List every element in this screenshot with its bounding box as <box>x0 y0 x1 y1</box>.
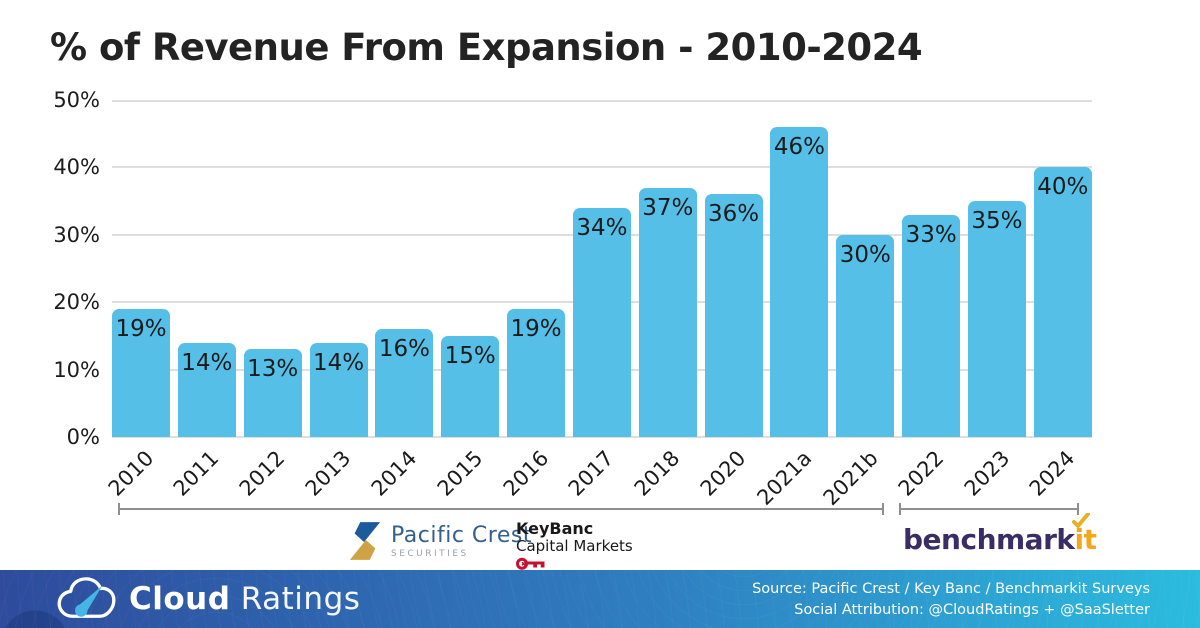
y-tick-label: 0% <box>66 425 100 449</box>
source-line: Source: Pacific Crest / Key Banc / Bench… <box>752 581 1150 597</box>
bar-value-label: 35% <box>971 208 1023 235</box>
x-tick-label: 2020 <box>695 446 751 501</box>
group-bracket-left <box>118 503 884 515</box>
attribution-line: Social Attribution: @CloudRatings + @Saa… <box>794 602 1150 618</box>
bar-value-label: 19% <box>510 315 562 342</box>
x-tick-label: 2010 <box>103 446 158 501</box>
bar-value-label: 15% <box>444 342 496 369</box>
bar-2021b: 30% 2021b <box>818 234 895 510</box>
bar-2010: 19% 2010 <box>103 308 170 501</box>
footer-banner: Cloud Ratings Source: Pacific Crest / Ke… <box>0 570 1200 628</box>
bar-value-label: 30% <box>839 241 891 268</box>
pacific-crest-icon <box>349 522 381 560</box>
x-tick-label: 2014 <box>366 446 422 501</box>
y-tick-label: 40% <box>53 155 100 180</box>
x-tick-label: 2015 <box>432 446 488 501</box>
x-tick-label: 2017 <box>564 446 619 501</box>
benchmarkit-suffix: it <box>1074 523 1097 556</box>
x-tick-label: 2024 <box>1025 446 1080 501</box>
bar-value-label: 14% <box>181 349 233 376</box>
bar-value-label: 37% <box>642 194 694 221</box>
footer-attribution: Source: Pacific Crest / Key Banc / Bench… <box>752 579 1150 621</box>
bar-value-label: 19% <box>115 315 167 342</box>
y-tick-label: 10% <box>53 357 100 382</box>
bar-2011: 14% 2011 <box>169 342 236 501</box>
bar-2018: 37% 2018 <box>630 187 697 501</box>
bar-2015: 15% 2015 <box>432 335 500 501</box>
brand-name-bold: Cloud <box>129 581 231 617</box>
y-axis-labels: 50% 40% 30% 20% 10% 0% <box>28 88 100 449</box>
keybanc-key-icon <box>516 557 545 570</box>
x-tick-label: 2011 <box>169 446 224 501</box>
bar-2016: 19% 2016 <box>498 308 566 501</box>
bar-value-label: 13% <box>247 356 299 383</box>
bar-2022: 33% 2022 <box>893 214 961 501</box>
group-bracket-right <box>899 503 1079 515</box>
benchmarkit-prefix: benchmark <box>903 523 1075 556</box>
page-title: % of Revenue From Expansion - 2010-2024 <box>50 26 923 69</box>
x-tick-label: 2013 <box>300 446 356 501</box>
brand-name-light: Ratings <box>240 581 361 617</box>
x-tick-label: 2012 <box>234 446 290 501</box>
bar-value-label: 36% <box>708 201 760 228</box>
y-tick-label: 30% <box>53 222 100 247</box>
keybanc-subtitle: Capital Markets <box>516 537 633 555</box>
pacific-crest-logo: Pacific Crest SECURITIES <box>348 521 532 561</box>
keybanc-logo: KeyBanc Capital Markets <box>516 520 633 576</box>
x-tick-label: 2021a <box>752 446 817 510</box>
bar-2021a: 46% 2021a <box>753 126 829 510</box>
bars: 19% 2010 14% 2011 13% 2012 14% 2013 16% 2014 15% 20… <box>103 100 1092 510</box>
chart-plot: 19% 2010 14% 2011 13% 2012 14% 2013 16% 2014 15% 20… <box>103 100 1092 510</box>
bar-value-label: 34% <box>576 214 628 241</box>
bar-value-label: 16% <box>378 336 430 363</box>
bar-value-label: 46% <box>773 133 825 160</box>
x-tick-label: 2023 <box>959 446 1014 501</box>
bar-2024: 40% 2024 <box>1025 167 1092 501</box>
x-tick-label: 2018 <box>629 446 685 501</box>
bar-2020: 36% 2020 <box>696 194 763 501</box>
bar-value-label: 33% <box>905 221 957 248</box>
keybanc-name: KeyBanc <box>516 519 594 538</box>
x-tick-label: 2021b <box>818 446 883 511</box>
bar-value-label: 14% <box>312 349 365 376</box>
bar-2017: 34% 2017 <box>564 207 631 501</box>
y-tick-label: 20% <box>53 290 100 315</box>
bar-value-label: 40% <box>1037 174 1089 201</box>
x-tick-label: 2016 <box>498 446 554 501</box>
bar-2013: 14% 2013 <box>301 342 368 501</box>
benchmarkit-check-icon <box>1071 513 1090 528</box>
bar-2014: 16% 2014 <box>367 329 434 501</box>
benchmarkit-logo: benchmark it <box>903 513 1097 556</box>
pacific-crest-subtitle: SECURITIES <box>391 549 469 559</box>
cloud-ratings-brand: Cloud Ratings <box>56 570 360 628</box>
pacific-crest-name: Pacific Crest <box>391 523 532 548</box>
y-tick-label: 50% <box>53 88 100 112</box>
bar-2012: 13% 2012 <box>235 349 302 501</box>
x-tick-label: 2022 <box>893 446 949 501</box>
bar-2023: 35% 2023 <box>959 201 1026 501</box>
cloud-ratings-icon <box>57 577 116 618</box>
